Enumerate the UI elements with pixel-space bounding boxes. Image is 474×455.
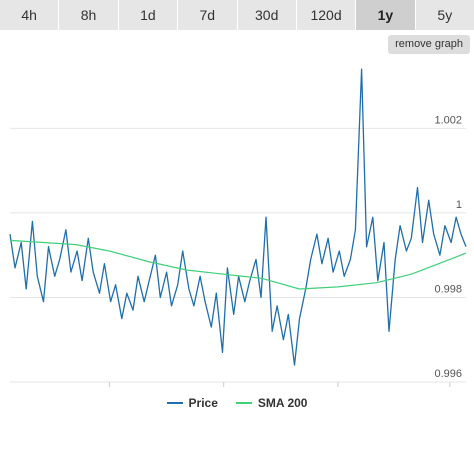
chart-legend: Price SMA 200 bbox=[0, 393, 474, 413]
series-line-price bbox=[9, 68, 467, 366]
legend-item-price[interactable]: Price bbox=[166, 396, 218, 410]
grid-lines bbox=[10, 127, 466, 383]
y-tick-label: 0.996 bbox=[434, 368, 462, 380]
tab-120d[interactable]: 120d bbox=[296, 0, 357, 30]
tab-4h[interactable]: 4h bbox=[0, 0, 60, 30]
legend-swatch-sma-200 bbox=[235, 402, 252, 404]
tab-5y[interactable]: 5y bbox=[415, 0, 474, 30]
x-axis-ticks: Jul '25 Oct '25 Jan '26 Apr '26 bbox=[94, 382, 467, 390]
legend-item-sma-200[interactable]: SMA 200 bbox=[235, 396, 308, 410]
y-tick-label: 1.002 bbox=[434, 114, 462, 126]
tab-8h[interactable]: 8h bbox=[59, 0, 119, 30]
price-chart: Jul '25 Oct '25 Jan '26 Apr '26 0.996 0.998 1… bbox=[9, 68, 467, 390]
series-line-sma-200 bbox=[9, 239, 467, 290]
x-tick-label: Oct '25 bbox=[206, 389, 241, 390]
y-axis-ticks: 0.996 0.998 1 1.002 bbox=[434, 114, 462, 380]
legend-label-price: Price bbox=[188, 396, 218, 410]
remove-graph-button[interactable]: remove graph bbox=[388, 35, 470, 54]
y-tick-label: 1 bbox=[456, 199, 462, 211]
tab-1y[interactable]: 1y bbox=[356, 0, 416, 30]
x-tick-label: Apr '26 bbox=[433, 389, 468, 390]
tab-1d[interactable]: 1d bbox=[118, 0, 179, 30]
time-range-tabs: 4h 8h 1d 7d 30d 120d 1y 5y bbox=[0, 0, 474, 30]
series-lines bbox=[9, 68, 467, 366]
x-tick-label: Jan '26 bbox=[320, 389, 355, 390]
y-tick-label: 0.998 bbox=[434, 283, 462, 295]
legend-label-sma-200: SMA 200 bbox=[257, 396, 308, 410]
tab-7d[interactable]: 7d bbox=[178, 0, 238, 30]
tab-30d[interactable]: 30d bbox=[237, 0, 297, 30]
x-tick-label: Jul '25 bbox=[94, 389, 125, 390]
legend-swatch-price bbox=[166, 402, 183, 404]
